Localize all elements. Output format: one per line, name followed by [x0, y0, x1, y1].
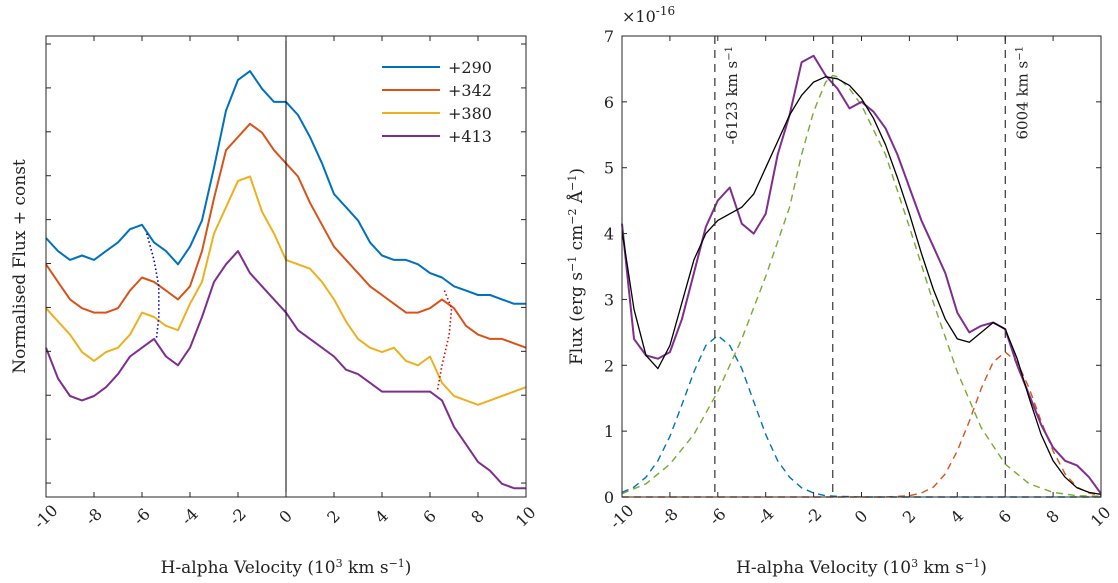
right-annotation-sup-0: −1: [723, 46, 734, 61]
legend-label-2: +380: [448, 104, 492, 123]
right-ytick-label-1: 1: [604, 422, 614, 441]
right-xlabel-end: ): [980, 558, 987, 578]
right-xtick-label-8: 6: [995, 506, 1016, 527]
right-y-axis-label: Flux (erg s−1 cm−2 Å−1): [566, 168, 588, 365]
right-annotation-text-1: 6004 km s: [1013, 61, 1031, 140]
right-ylabel-part-6: ): [567, 168, 587, 175]
right-series-line-3: [621, 74, 1102, 497]
right-y-exponent: ×10-16: [622, 4, 675, 26]
left-x-axis-label: H-alpha Velocity (103 km s−1): [161, 557, 412, 579]
left-xlabel-main: H-alpha Velocity (10: [161, 558, 336, 578]
left-xlabel-sup2: −1: [389, 557, 405, 570]
right-annotation-0: -6123 km s−1: [723, 46, 741, 145]
right-ylabel-part-5: −1: [566, 175, 579, 191]
right-ylabel-part-2: cm: [567, 225, 587, 256]
left-xlabel-sup: 3: [336, 557, 343, 570]
left-xlabel-end: ): [405, 558, 412, 578]
right-series-line-1: [621, 76, 1102, 496]
left-xtick-label-3: -4: [177, 504, 201, 528]
right-xtick-label-7: 4: [947, 506, 968, 527]
right-ylabel-part-3: −2: [566, 209, 579, 225]
right-xtick-label-2: -6: [705, 504, 729, 528]
left-xtick-label-0: -10: [30, 501, 62, 533]
left-marker-group: [146, 233, 453, 392]
right-ytick-label-5: 5: [604, 159, 614, 178]
legend-label-0: +290: [448, 58, 492, 77]
right-xlabel-tail: km s: [918, 558, 964, 578]
left-xlabel-tail: km s: [343, 558, 389, 578]
right-xlabel-sup2: −1: [964, 557, 980, 570]
right-ytick-label-2: 2: [604, 356, 614, 375]
right-ylabel-part-0: Flux (erg s: [567, 272, 587, 365]
right-xtick-label-3: -4: [753, 504, 777, 528]
right-vline-group: [714, 36, 1006, 497]
left-dotted-marker-0: [146, 233, 160, 339]
right-exp-power: -16: [656, 4, 675, 18]
left-xtick-label-1: -8: [81, 504, 105, 528]
right-annotation-text-0: -6123 km s: [723, 61, 741, 145]
right-ytick-label-0: 0: [604, 488, 614, 507]
right-x-axis-label: H-alpha Velocity (103 km s−1): [736, 557, 987, 579]
right-xtick-label-5: 0: [851, 506, 872, 527]
left-xtick-label-2: -6: [129, 504, 153, 528]
right-xlabel-main: H-alpha Velocity (10: [736, 558, 911, 578]
right-ytick-label-7: 7: [604, 27, 614, 46]
right-ytick-label-6: 6: [604, 93, 614, 112]
left-panel: -10 -8 -6 -4 -2 0 2 4 6 8 10 +290 +342 +380 +413 Norm…: [10, 35, 540, 579]
left-xtick-label-5: 0: [275, 506, 296, 527]
left-xtick-label-9: 8: [467, 506, 488, 527]
right-series-line-4: [622, 351, 1102, 498]
left-xtick-label-8: 6: [419, 506, 440, 527]
right-xtick-label-1: -8: [657, 504, 681, 528]
left-xtick-label-10: 10: [512, 503, 540, 531]
left-xtick-label-7: 4: [371, 506, 392, 527]
legend-label-1: +342: [448, 81, 492, 100]
right-annotation-1: 6004 km s−1: [1013, 46, 1031, 139]
right-ytick-label-4: 4: [604, 225, 614, 244]
right-ylabel-part-4: Å: [566, 190, 587, 208]
right-series-line-2: [621, 334, 1101, 498]
left-y-axis-label: Normalised Flux + const: [10, 159, 30, 374]
left-xtick-label-4: -2: [225, 504, 249, 528]
right-ylabel-part-1: −1: [566, 256, 579, 272]
right-xtick-label-9: 8: [1042, 506, 1063, 527]
right-annotation-sup-1: −1: [1014, 46, 1025, 61]
right-xlabel-sup: 3: [911, 557, 918, 570]
right-ytick-label-3: 3: [604, 290, 614, 309]
right-xtick-label-6: 2: [899, 506, 920, 527]
left-dotted-marker-1: [436, 290, 453, 392]
right-xtick-label-10: 10: [1087, 503, 1115, 531]
right-xtick-label-4: -2: [801, 504, 825, 528]
left-xtick-label-6: 2: [323, 506, 344, 527]
right-exp-base: ×10: [622, 7, 656, 26]
left-legend: +290 +342 +380 +413: [382, 58, 492, 146]
legend-label-3: +413: [448, 127, 492, 146]
